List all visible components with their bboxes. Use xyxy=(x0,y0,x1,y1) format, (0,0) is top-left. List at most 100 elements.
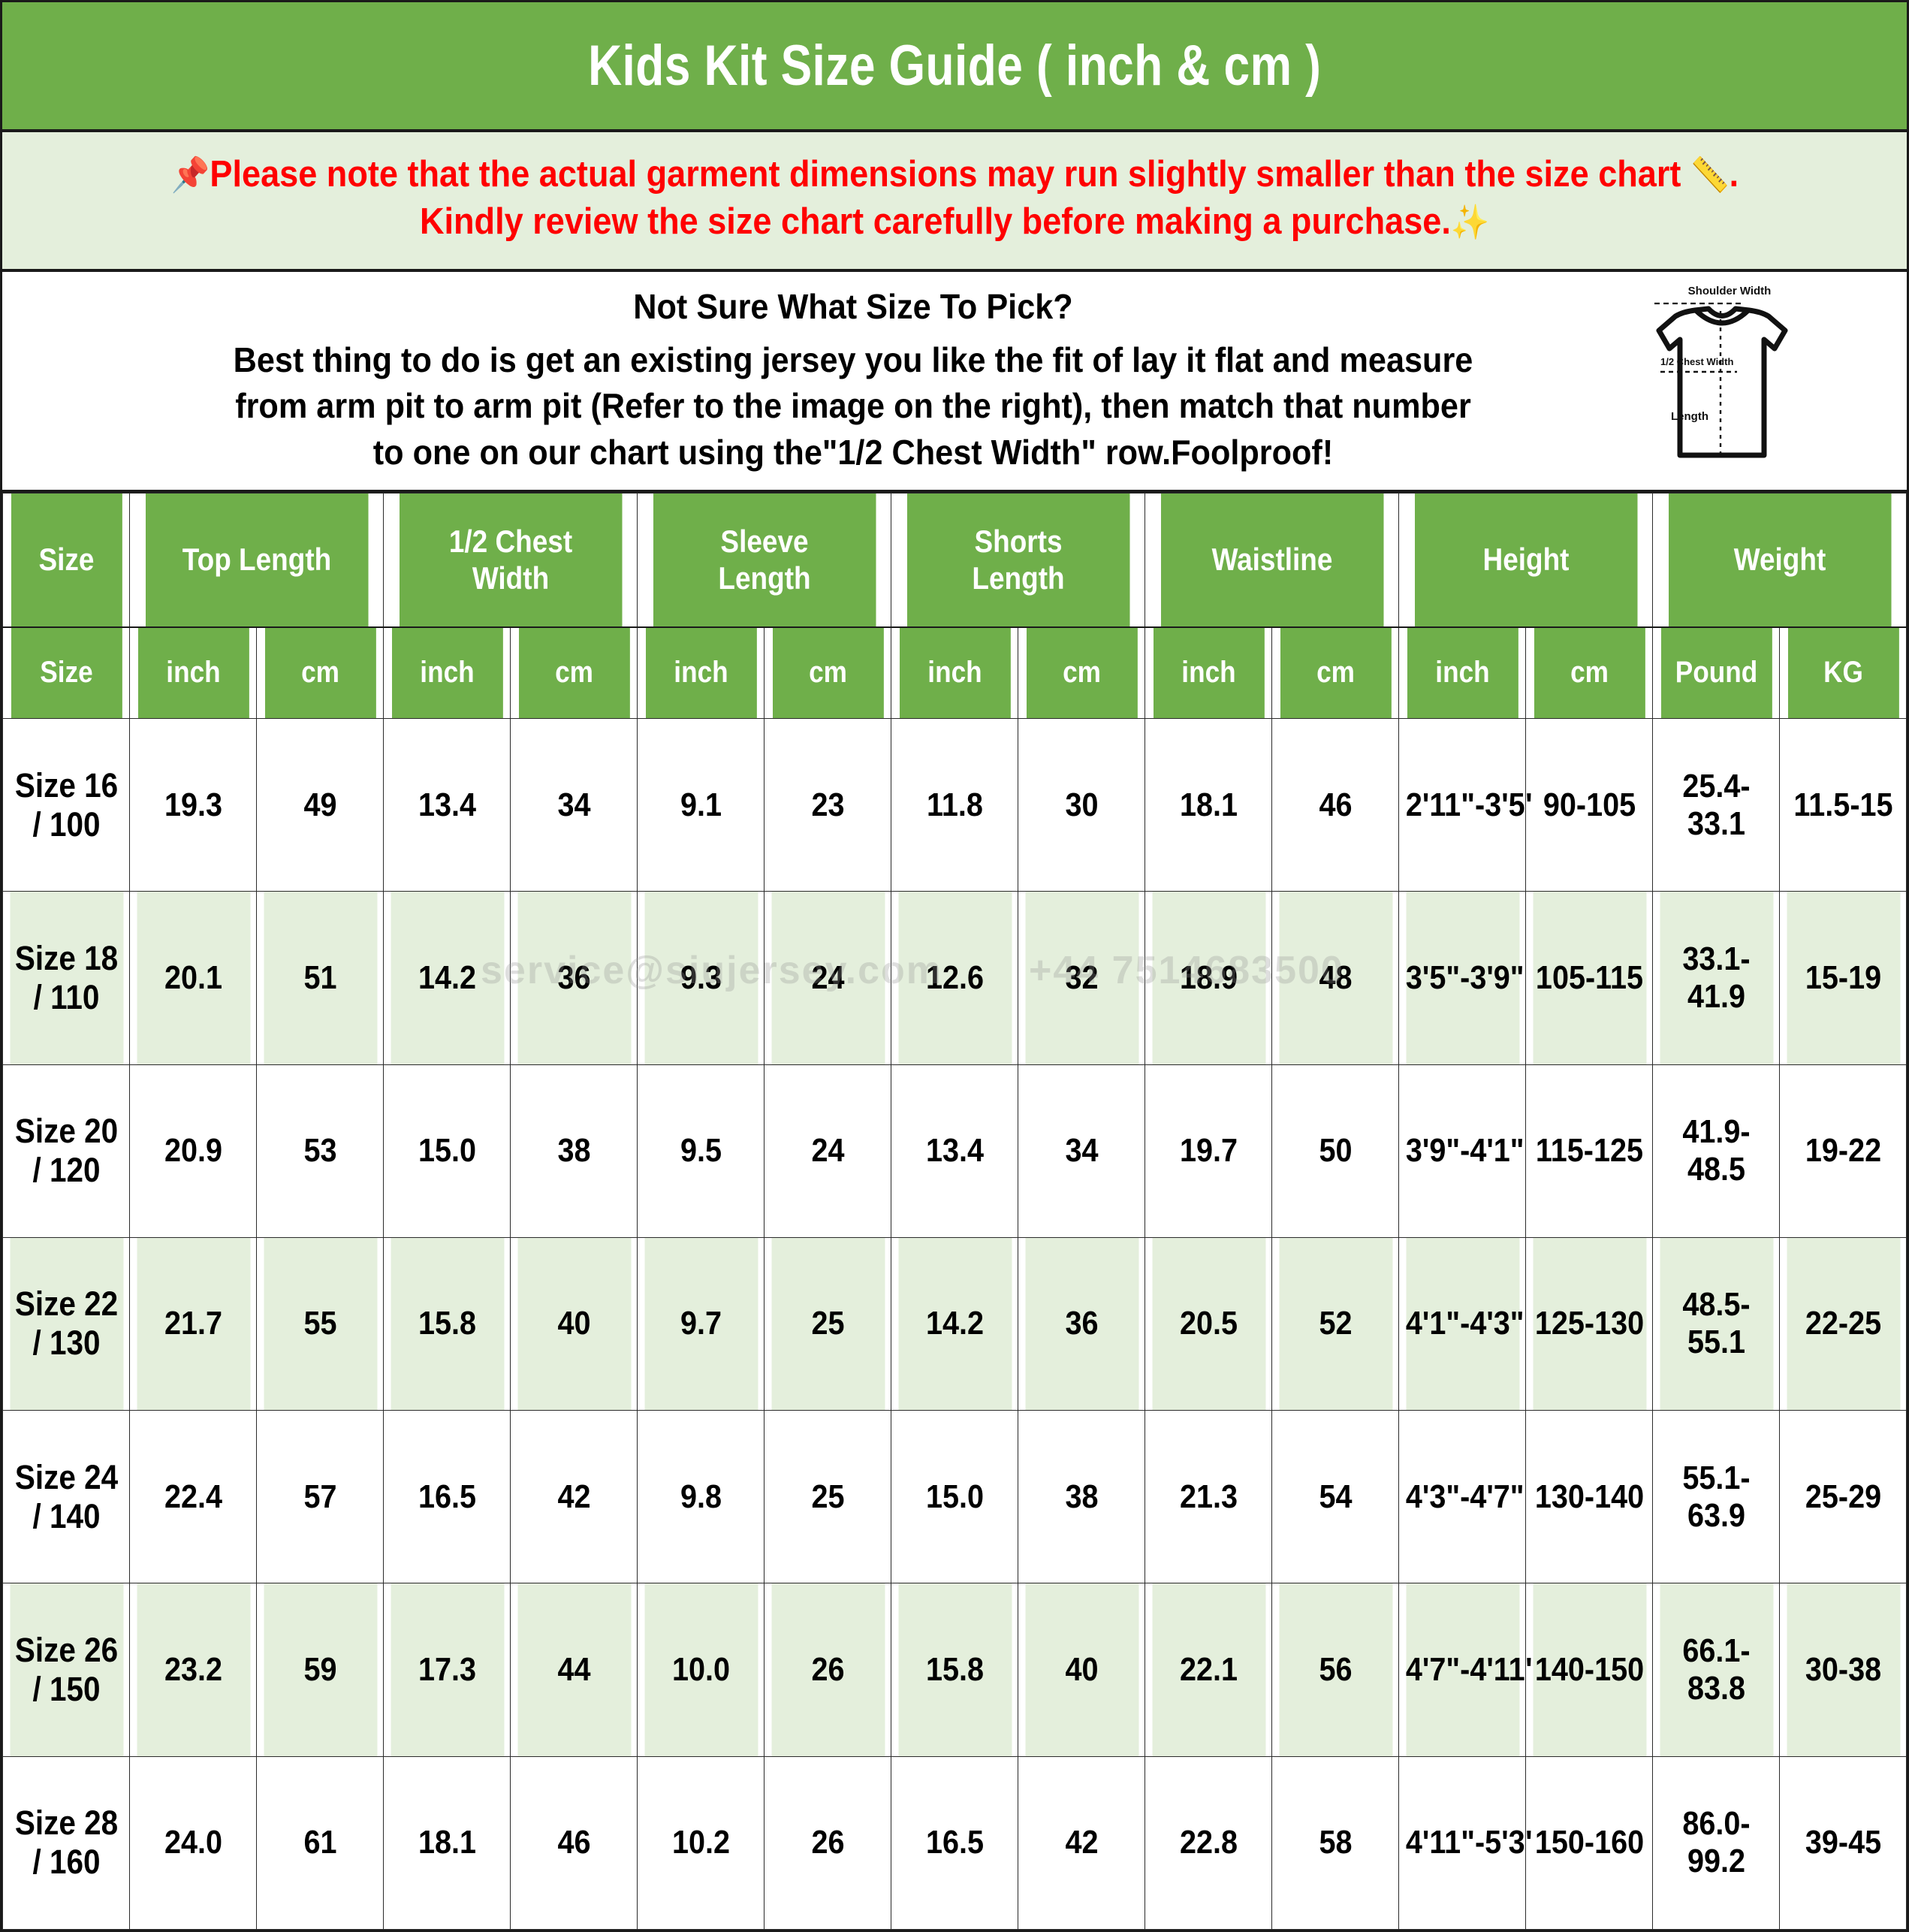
table-cell: 19-22 xyxy=(1785,1064,1901,1238)
table-cell: 26 xyxy=(770,1755,885,1930)
tshirt-diagram: Shoulder Width 1/2 Chest Width Length xyxy=(1624,281,1835,482)
table-cell: 4'11"-5'3" xyxy=(1404,1755,1539,1930)
group-header-half-chest-width: 1/2 Chest Width xyxy=(398,493,623,627)
table-cell: 115-125 xyxy=(1531,1064,1647,1238)
table-cell: 25-29 xyxy=(1785,1410,1901,1584)
table-cell: 38 xyxy=(516,1064,632,1238)
table-cell: 13.4 xyxy=(389,717,505,892)
table-cell: 24 xyxy=(770,891,885,1065)
size-label-cell: Size 26 / 150 xyxy=(8,1583,124,1757)
unit-header-sh-in: inch xyxy=(898,626,1011,719)
table-cell: 23.2 xyxy=(135,1583,251,1757)
table-cell: 10.0 xyxy=(643,1583,758,1757)
table-cell: 16.5 xyxy=(897,1755,1012,1930)
advice-line-3: to one on our chart using the"1/2 Chest … xyxy=(372,432,1334,472)
table-cell: 46 xyxy=(1277,717,1393,892)
table-cell: 105-115 xyxy=(1531,891,1647,1065)
table-cell: 36 xyxy=(516,891,632,1065)
table-cell: 40 xyxy=(1024,1583,1139,1757)
title-banner: Kids Kit Size Guide ( inch & cm ) xyxy=(0,0,1909,132)
unit-header-wt-kg: KG xyxy=(1787,626,1899,719)
table-cell: 42 xyxy=(1024,1755,1139,1930)
unit-header-tl-cm: cm xyxy=(264,626,376,719)
table-head: Size Top Length 1/2 Chest Width Sleeve L… xyxy=(3,493,1907,719)
group-header-shorts-length: Shorts Length xyxy=(906,493,1130,627)
notice-line-1: 📌Please note that the actual garment dim… xyxy=(170,151,1738,198)
group-header-size: Size xyxy=(10,493,122,627)
table-cell: 11.8 xyxy=(897,717,1012,892)
table-cell: 15.0 xyxy=(897,1410,1012,1584)
table-cell: 15.8 xyxy=(897,1583,1012,1757)
table-row: Size 26 / 150 23.2 59 17.3 44 10.0 26 15.8 40 22.… xyxy=(3,1583,1907,1757)
group-header-height: Height xyxy=(1413,493,1638,627)
ruler-icon: 📏 xyxy=(1690,155,1730,195)
table-cell: 55.1-63.9 xyxy=(1658,1410,1774,1584)
unit-header-ht-in: inch xyxy=(1406,626,1518,719)
advice-block: Not Sure What Size To Pick? Best thing t… xyxy=(0,272,1909,493)
table-cell: 18.1 xyxy=(389,1755,505,1930)
size-label-cell: Size 28 / 160 xyxy=(8,1755,124,1930)
table-cell: 13.4 xyxy=(897,1064,1012,1238)
table-cell: 54 xyxy=(1277,1410,1393,1584)
group-header-top-length: Top Length xyxy=(144,493,369,627)
half-chest-width-label: 1/2 Chest Width xyxy=(1660,356,1733,367)
table-cell: 16.5 xyxy=(389,1410,505,1584)
table-cell: 30 xyxy=(1024,717,1139,892)
table-cell: 48.5-55.1 xyxy=(1658,1236,1774,1411)
table-cell: 32 xyxy=(1024,891,1139,1065)
table-cell: 9.5 xyxy=(643,1064,758,1238)
table-body: Size 16 / 100 19.3 49 13.4 34 9.1 23 11.8 30 18.1… xyxy=(3,717,1907,1930)
table-cell: 20.9 xyxy=(135,1064,251,1238)
table-cell: 59 xyxy=(262,1583,378,1757)
size-label-cell: Size 20 / 120 xyxy=(8,1064,124,1238)
table-cell: 36 xyxy=(1024,1236,1139,1411)
notice-line-1-tail: . xyxy=(1729,154,1739,195)
notice-line-2-text: Kindly review the size chart carefully b… xyxy=(419,201,1451,242)
unit-header-cw-cm: cm xyxy=(517,626,630,719)
table-cell: 86.0-99.2 xyxy=(1658,1755,1774,1930)
table-cell: 26 xyxy=(770,1583,885,1757)
table-cell: 25 xyxy=(770,1410,885,1584)
size-table: Size Top Length 1/2 Chest Width Sleeve L… xyxy=(2,493,1907,1930)
table-cell: 51 xyxy=(262,891,378,1065)
unit-header-ht-cm: cm xyxy=(1533,626,1645,719)
unit-header-row: Size inch cm inch cm inch cm inch cm inc… xyxy=(3,626,1907,719)
table-cell: 19.3 xyxy=(135,717,251,892)
table-cell: 21.3 xyxy=(1151,1410,1266,1584)
advice-line-2: from arm pit to arm pit (Refer to the im… xyxy=(235,386,1471,426)
page-title: Kids Kit Size Guide ( inch & cm ) xyxy=(587,34,1322,98)
table-cell: 90-105 xyxy=(1531,717,1647,892)
table-cell: 39-45 xyxy=(1785,1755,1901,1930)
size-label-cell: Size 16 / 100 xyxy=(8,717,124,892)
unit-header-cw-in: inch xyxy=(391,626,503,719)
table-cell: 22.4 xyxy=(135,1410,251,1584)
table-cell: 19.7 xyxy=(1151,1064,1266,1238)
table-cell: 9.8 xyxy=(643,1410,758,1584)
unit-header-sl-in: inch xyxy=(644,626,757,719)
table-cell: 57 xyxy=(262,1410,378,1584)
shoulder-width-label: Shoulder Width xyxy=(1688,285,1772,297)
table-cell: 24 xyxy=(770,1064,885,1238)
table-cell: 9.7 xyxy=(643,1236,758,1411)
table-row: Size 18 / 110 20.1 51 14.2 36 9.3 24 12.6 32 18.9… xyxy=(3,891,1907,1065)
table-cell: 40 xyxy=(516,1236,632,1411)
table-cell: 4'3"-4'7" xyxy=(1404,1410,1524,1584)
table-cell: 66.1-83.8 xyxy=(1658,1583,1774,1757)
size-label-cell: Size 24 / 140 xyxy=(8,1410,124,1584)
table-cell: 42 xyxy=(516,1410,632,1584)
advice-text: Not Sure What Size To Pick? Best thing t… xyxy=(2,286,1907,475)
table-cell: 38 xyxy=(1024,1410,1139,1584)
tshirt-collar xyxy=(1694,309,1750,326)
table-cell: 21.7 xyxy=(135,1236,251,1411)
table-cell: 20.5 xyxy=(1151,1236,1266,1411)
advice-line-1: Best thing to do is get an existing jers… xyxy=(233,340,1473,380)
unit-header-sl-cm: cm xyxy=(771,626,884,719)
table-cell: 34 xyxy=(516,717,632,892)
table-cell: 10.2 xyxy=(643,1755,758,1930)
table-cell: 55 xyxy=(262,1236,378,1411)
table-cell: 48 xyxy=(1277,891,1393,1065)
table-cell: 61 xyxy=(262,1755,378,1930)
unit-header-sh-cm: cm xyxy=(1025,626,1138,719)
table-cell: 56 xyxy=(1277,1583,1393,1757)
unit-header-wl-cm: cm xyxy=(1279,626,1392,719)
